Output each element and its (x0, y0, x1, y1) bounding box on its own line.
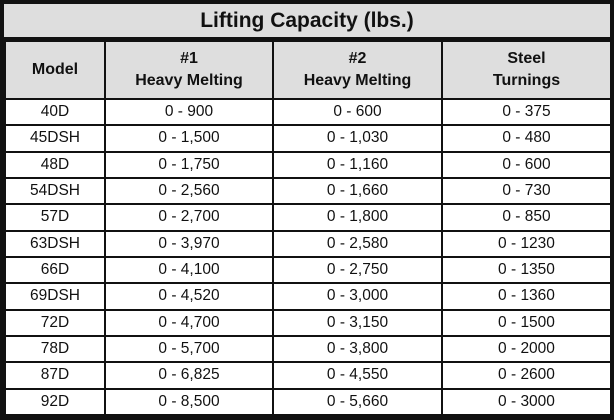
cell-steel-turnings: 0 - 600 (441, 150, 612, 179)
cell-steel-turnings: 0 - 2000 (441, 334, 612, 364)
table-row: 48D 0 - 1,750 0 - 1,160 0 - 600 (4, 150, 612, 179)
cell-steel-turnings: 0 - 1230 (441, 229, 612, 258)
table-row: 57D 0 - 2,700 0 - 1,800 0 - 850 (4, 203, 612, 232)
header-line: Heavy Melting (303, 72, 412, 89)
table-row: 40D 0 - 900 0 - 600 0 - 375 (4, 97, 612, 127)
header-line: Model (31, 61, 79, 78)
cell-heavy-melting-1: 0 - 8,500 (104, 387, 274, 417)
table-row: 72D 0 - 4,700 0 - 3,150 0 - 1500 (4, 308, 612, 337)
cell-heavy-melting-2: 0 - 1,660 (272, 176, 443, 206)
cell-heavy-melting-1: 0 - 1,500 (104, 124, 274, 153)
header-line: Turnings (492, 72, 561, 89)
cell-model: 45DSH (4, 124, 106, 153)
cell-heavy-melting-1: 0 - 2,560 (104, 176, 274, 206)
cell-heavy-melting-1: 0 - 3,970 (104, 229, 274, 258)
cell-heavy-melting-1: 0 - 1,750 (104, 150, 274, 179)
cell-steel-turnings: 0 - 850 (441, 203, 612, 232)
lifting-capacity-table: Model #1 Heavy Melting #2 Heavy Melting … (4, 40, 612, 417)
cell-model: 40D (4, 97, 106, 127)
cell-model: 54DSH (4, 176, 106, 206)
table-row: 78D 0 - 5,700 0 - 3,800 0 - 2000 (4, 334, 612, 364)
column-header-model: Model (4, 40, 106, 100)
header-line: #1 (180, 50, 198, 67)
column-header-heavy-melting-2: #2 Heavy Melting (272, 40, 443, 100)
cell-steel-turnings: 0 - 3000 (441, 387, 612, 417)
cell-heavy-melting-2: 0 - 5,660 (272, 387, 443, 417)
cell-steel-turnings: 0 - 1500 (441, 308, 612, 337)
cell-heavy-melting-2: 0 - 4,550 (272, 361, 443, 390)
cell-model: 48D (4, 150, 106, 179)
table-row: 45DSH 0 - 1,500 0 - 1,030 0 - 480 (4, 124, 612, 153)
header-row: Model #1 Heavy Melting #2 Heavy Melting … (4, 40, 612, 100)
cell-steel-turnings: 0 - 375 (441, 97, 612, 127)
header-line: #2 (348, 50, 367, 67)
table-row: 92D 0 - 8,500 0 - 5,660 0 - 3000 (4, 387, 612, 417)
header-line: Heavy Melting (135, 72, 243, 89)
table-row: 63DSH 0 - 3,970 0 - 2,580 0 - 1230 (4, 229, 612, 258)
cell-steel-turnings: 0 - 2600 (441, 361, 612, 390)
cell-heavy-melting-2: 0 - 3,000 (272, 282, 443, 311)
cell-heavy-melting-2: 0 - 1,030 (272, 124, 443, 153)
cell-model: 69DSH (4, 282, 106, 311)
cell-model: 72D (4, 308, 106, 337)
cell-heavy-melting-2: 0 - 2,750 (272, 255, 443, 285)
cell-heavy-melting-2: 0 - 1,160 (272, 150, 443, 179)
cell-steel-turnings: 0 - 1360 (441, 282, 612, 311)
column-header-steel-turnings: Steel Turnings (441, 40, 612, 100)
table-row: 54DSH 0 - 2,560 0 - 1,660 0 - 730 (4, 176, 612, 206)
cell-heavy-melting-2: 0 - 3,150 (272, 308, 443, 337)
cell-heavy-melting-1: 0 - 4,100 (104, 255, 274, 285)
cell-steel-turnings: 0 - 730 (441, 176, 612, 206)
column-header-heavy-melting-1: #1 Heavy Melting (104, 40, 274, 100)
table-title: Lifting Capacity (lbs.) (4, 4, 610, 37)
header-line: Steel (507, 50, 546, 67)
cell-steel-turnings: 0 - 1350 (441, 255, 612, 285)
cell-heavy-melting-2: 0 - 1,800 (272, 203, 443, 232)
table-row: 69DSH 0 - 4,520 0 - 3,000 0 - 1360 (4, 282, 612, 311)
cell-heavy-melting-2: 0 - 2,580 (272, 229, 443, 258)
cell-heavy-melting-1: 0 - 4,700 (104, 308, 274, 337)
cell-heavy-melting-2: 0 - 600 (272, 97, 443, 127)
cell-heavy-melting-1: 0 - 6,825 (104, 361, 274, 390)
cell-model: 66D (4, 255, 106, 285)
cell-heavy-melting-1: 0 - 900 (104, 97, 274, 127)
cell-heavy-melting-1: 0 - 5,700 (104, 334, 274, 364)
table-row: 66D 0 - 4,100 0 - 2,750 0 - 1350 (4, 255, 612, 285)
cell-model: 87D (4, 361, 106, 390)
cell-model: 57D (4, 203, 106, 232)
table-row: 87D 0 - 6,825 0 - 4,550 0 - 2600 (4, 361, 612, 390)
cell-heavy-melting-1: 0 - 4,520 (104, 282, 274, 311)
cell-model: 63DSH (4, 229, 106, 258)
table-body: 40D 0 - 900 0 - 600 0 - 375 45DSH 0 - 1,500 0 … (4, 97, 612, 417)
cell-heavy-melting-1: 0 - 2,700 (104, 203, 274, 232)
cell-steel-turnings: 0 - 480 (441, 124, 612, 153)
cell-model: 78D (4, 334, 106, 364)
cell-model: 92D (4, 387, 106, 417)
cell-heavy-melting-2: 0 - 3,800 (272, 334, 443, 364)
